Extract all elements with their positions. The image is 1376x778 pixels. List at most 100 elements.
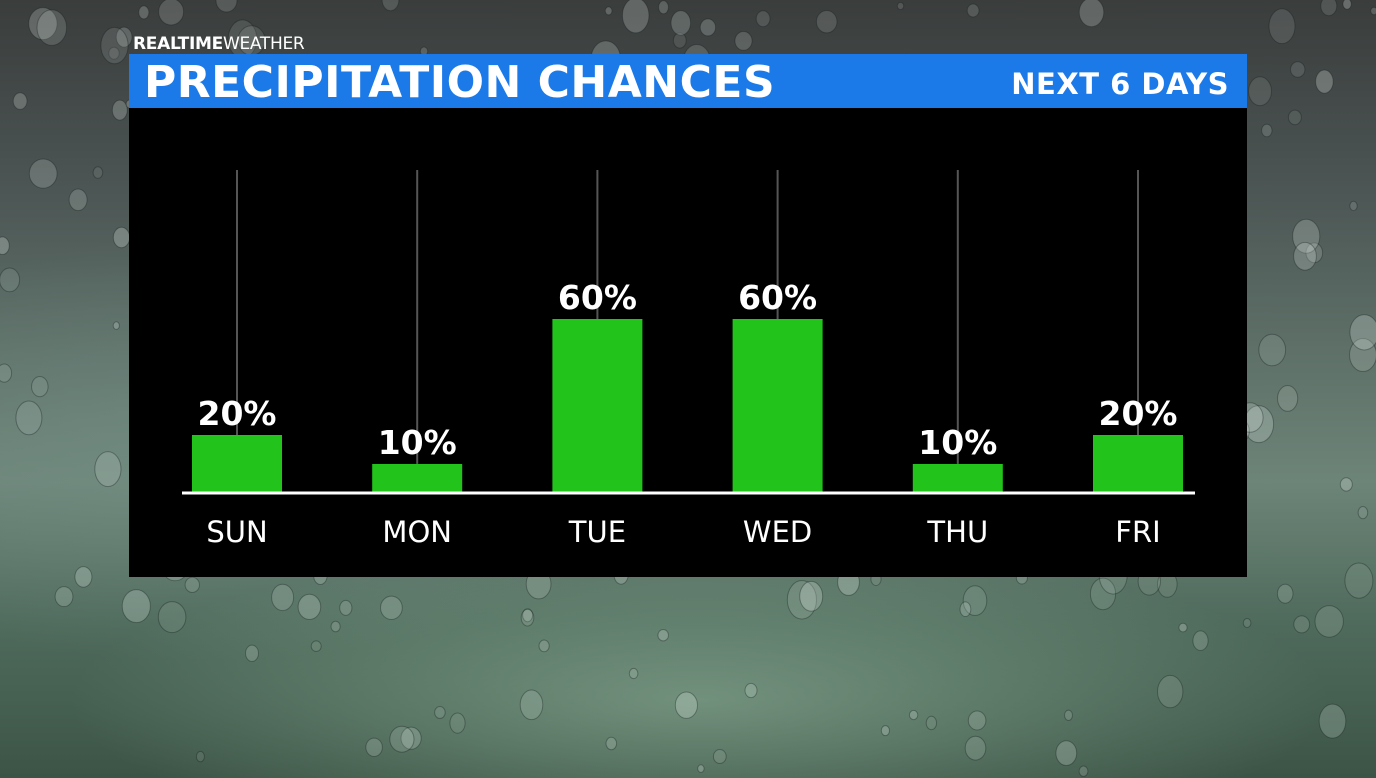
raindrop: [1349, 200, 1358, 212]
raindrop: [138, 5, 150, 20]
header-bar: PRECIPITATION CHANCES NEXT 6 DAYS: [129, 54, 1247, 108]
raindrop: [330, 620, 341, 633]
raindrop: [1078, 765, 1089, 777]
value-label-tue: 60%: [558, 278, 637, 317]
raindrop: [628, 667, 639, 680]
value-label-fri: 20%: [1099, 394, 1178, 433]
raindrop: [339, 599, 353, 616]
brand-logo: REALTIMEWEATHER: [133, 34, 305, 54]
raindrop: [1277, 385, 1299, 412]
raindrop: [245, 644, 259, 662]
raindrop: [962, 585, 988, 616]
raindrop: [434, 706, 446, 719]
brand-realtime: REALTIME: [133, 34, 223, 54]
raindrop: [697, 764, 705, 773]
raindrop: [966, 3, 980, 18]
day-label-mon: MON: [382, 515, 452, 549]
raindrop: [184, 576, 201, 594]
raindrop: [1357, 505, 1369, 520]
raindrop: [115, 26, 133, 48]
bar-sun: [192, 435, 282, 493]
chart-subtitle: NEXT 6 DAYS: [1011, 67, 1229, 101]
raindrop: [1344, 562, 1374, 599]
raindrop: [310, 640, 322, 653]
raindrop: [380, 595, 403, 620]
raindrop: [520, 608, 535, 627]
raindrop: [734, 31, 753, 51]
raindrop: [112, 226, 131, 249]
bar-wed: [732, 319, 823, 493]
day-label-sun: SUN: [206, 515, 267, 549]
brand-weather: WEATHER: [222, 34, 305, 54]
bar-chart: 20% SUN 10% MON 60% TUE 60% WED 10% THU 20% FRI: [182, 170, 1195, 549]
raindrop: [1339, 477, 1353, 492]
raindrop: [121, 589, 151, 624]
raindrop: [108, 46, 120, 60]
raindrop: [1258, 333, 1287, 367]
raindrop: [1320, 0, 1338, 17]
value-label-mon: 10%: [378, 423, 457, 462]
raindrop: [1342, 0, 1352, 10]
raindrop: [1292, 218, 1321, 254]
raindrop: [657, 629, 670, 642]
raindrop: [111, 99, 128, 121]
raindrop: [1318, 703, 1347, 739]
raindrop: [12, 92, 28, 110]
raindrop: [1305, 242, 1324, 264]
raindrop: [28, 7, 58, 41]
raindrop: [1055, 740, 1078, 766]
raindrop: [0, 363, 13, 383]
raindrop: [36, 9, 68, 46]
raindrop: [68, 188, 88, 212]
raindrop: [519, 689, 544, 721]
raindrop: [1276, 583, 1294, 604]
raindrop: [15, 400, 43, 436]
raindrop: [112, 321, 120, 330]
raindrop: [157, 601, 187, 634]
raindrop: [674, 691, 699, 719]
raindrop: [1293, 241, 1317, 271]
bar-fri: [1093, 435, 1183, 493]
raindrop: [1315, 69, 1334, 94]
raindrop: [1078, 0, 1105, 28]
raindrop: [522, 608, 534, 623]
raindrop: [699, 18, 717, 37]
raindrop: [959, 601, 972, 618]
raindrop: [1261, 123, 1273, 138]
raindrop: [712, 749, 727, 764]
raindrop: [297, 593, 322, 621]
raindrop: [538, 639, 550, 653]
raindrop: [158, 0, 185, 26]
raindrop: [964, 735, 987, 761]
bar-thu: [912, 464, 1003, 493]
raindrop: [799, 580, 824, 612]
raindrop: [195, 750, 205, 763]
raindrop: [967, 710, 987, 731]
raindrop: [1349, 338, 1376, 372]
raindrop: [604, 6, 613, 16]
chart-title: PRECIPITATION CHANCES: [144, 57, 776, 108]
bar-tue: [552, 319, 643, 493]
raindrop: [1157, 674, 1184, 709]
raindrop: [94, 451, 122, 488]
raindrop: [658, 0, 669, 15]
raindrop: [621, 0, 650, 34]
raindrop: [1290, 61, 1306, 78]
raindrop: [786, 580, 818, 620]
raindrop: [1287, 109, 1302, 126]
raindrop: [1064, 709, 1073, 721]
raindrop: [672, 32, 687, 49]
raindrop: [925, 715, 938, 731]
raindrop: [381, 0, 400, 12]
raindrop: [0, 267, 21, 293]
raindrop: [1178, 622, 1188, 633]
raindrop: [400, 726, 422, 750]
chart-panel: PRECIPITATION CHANCES NEXT 6 DAYS 20% SUN…: [129, 54, 1247, 577]
raindrop: [1370, 6, 1376, 16]
raindrop: [1314, 605, 1344, 638]
raindrop: [31, 376, 49, 398]
raindrop: [744, 682, 758, 699]
raindrop: [1349, 314, 1376, 351]
raindrop: [54, 586, 74, 608]
raindrop: [755, 10, 771, 28]
